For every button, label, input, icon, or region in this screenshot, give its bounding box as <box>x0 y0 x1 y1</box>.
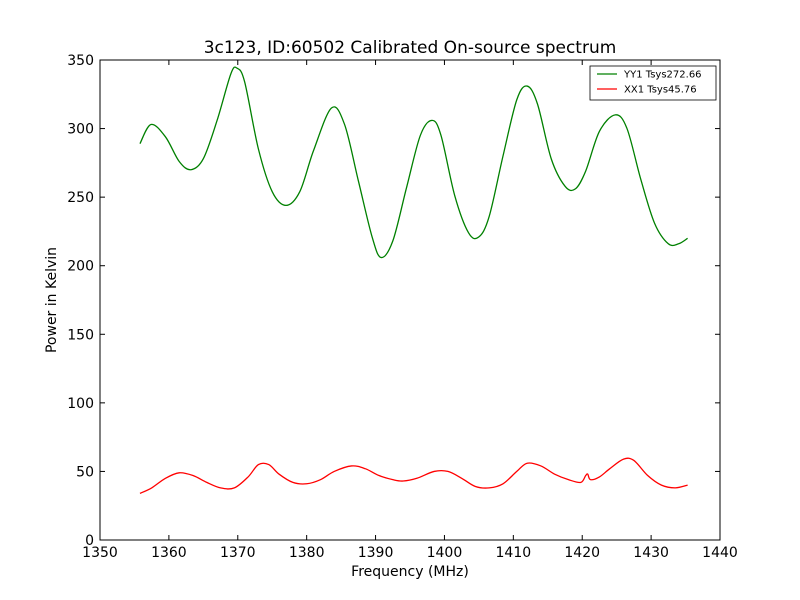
x-tick-label: 1390 <box>358 545 394 561</box>
y-tick-label: 200 <box>67 259 94 275</box>
legend: YY1 Tsys272.66 XX1 Tsys45.76 <box>589 65 717 101</box>
legend-label-yy1: YY1 Tsys272.66 <box>623 70 702 81</box>
y-axis-label: Power in Kelvin <box>44 247 60 353</box>
plot-frame <box>99 59 721 541</box>
tick-layer: 1350 1360 1370 1380 1390 1400 1410 1420 1430 1440… <box>67 53 738 561</box>
series-line-yy1 <box>139 66 688 259</box>
y-tick-label: 50 <box>76 464 94 480</box>
series-layer <box>139 66 688 494</box>
x-tick-label: 1380 <box>289 545 325 561</box>
y-tick-label: 0 <box>85 533 94 549</box>
x-tick-label: 1430 <box>633 545 669 561</box>
legend-label-xx1: XX1 Tsys45.76 <box>624 85 697 96</box>
y-tick-label: 100 <box>67 396 94 412</box>
chart-title: 3c123, ID:60502 Calibrated On-source spe… <box>204 38 617 58</box>
x-tick-label: 1360 <box>151 545 187 561</box>
x-tick-label: 1350 <box>82 545 118 561</box>
series-line-xx1 <box>139 457 688 494</box>
x-tick-label: 1420 <box>564 545 600 561</box>
x-tick-label: 1400 <box>427 545 463 561</box>
x-tick-label: 1410 <box>496 545 532 561</box>
plot-area <box>100 60 720 540</box>
legend-box <box>589 65 717 101</box>
x-tick-label: 1370 <box>220 545 256 561</box>
y-tick-label: 300 <box>67 122 94 138</box>
y-tick-label: 250 <box>67 190 94 206</box>
y-tick-label: 350 <box>67 53 94 69</box>
y-tick-label: 150 <box>67 327 94 343</box>
x-tick-label: 1440 <box>702 545 738 561</box>
x-axis-label: Frequency (MHz) <box>351 564 469 580</box>
